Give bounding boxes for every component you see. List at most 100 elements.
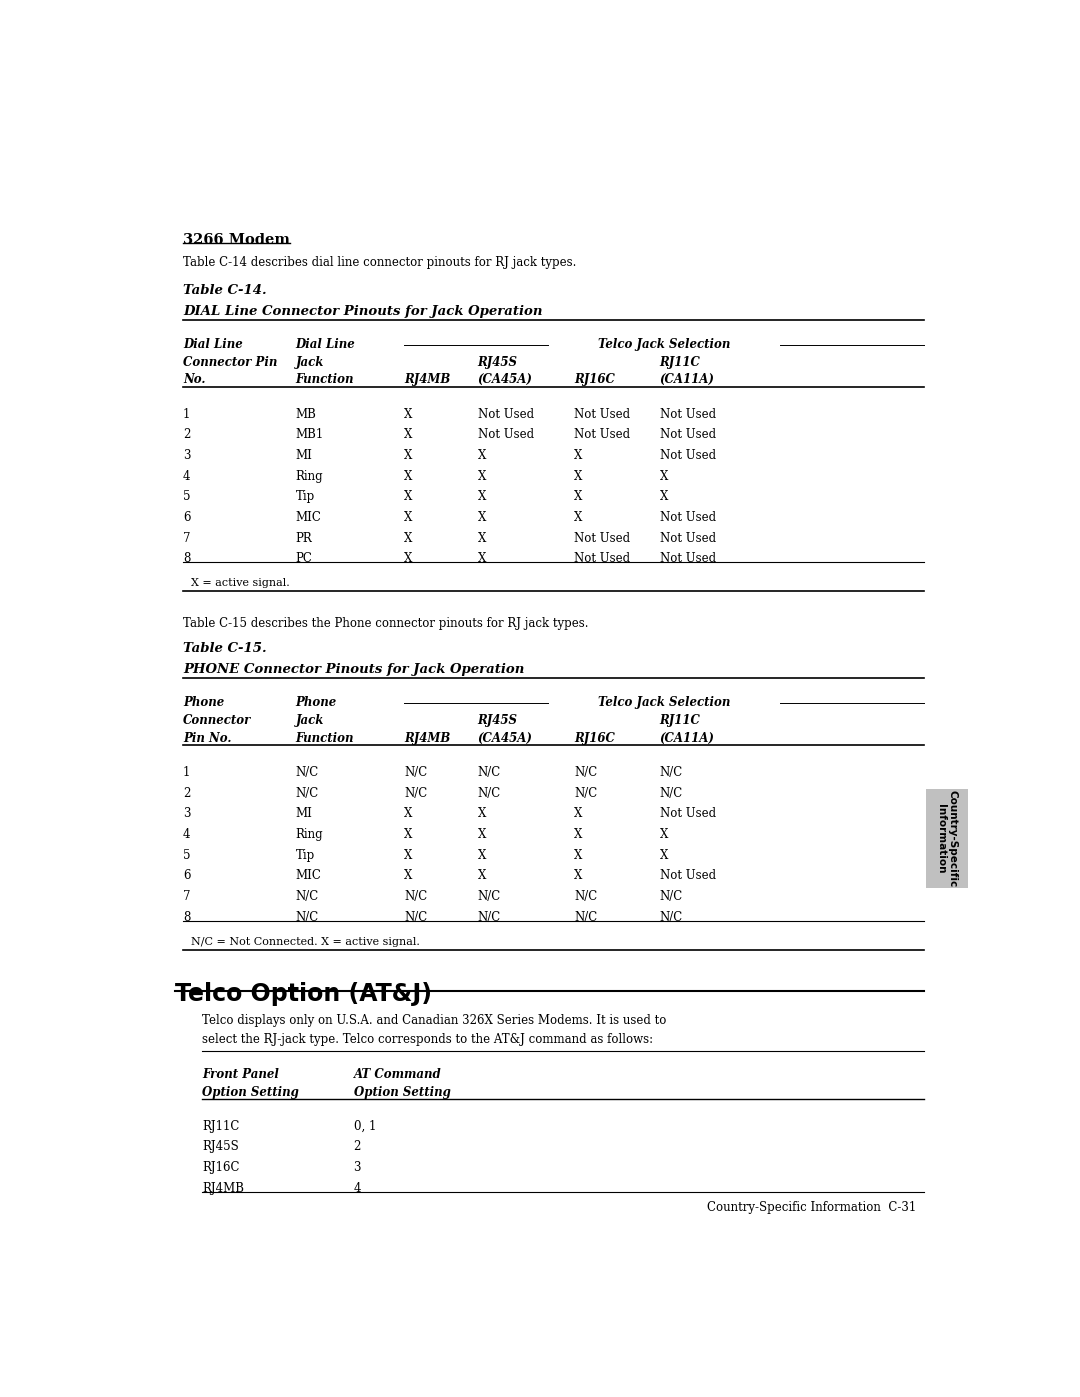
Text: Table C-14.: Table C-14. [183, 284, 267, 298]
Text: X: X [404, 848, 413, 862]
Text: 1: 1 [183, 408, 190, 420]
Text: N/C: N/C [660, 787, 683, 799]
Text: Not Used: Not Used [575, 531, 631, 545]
Text: X: X [575, 828, 583, 841]
Text: X: X [477, 828, 486, 841]
Text: N/C: N/C [660, 911, 683, 923]
Text: DIAL Line Connector Pinouts for Jack Operation: DIAL Line Connector Pinouts for Jack Ope… [183, 305, 542, 317]
Text: Not Used: Not Used [477, 429, 534, 441]
Text: X: X [660, 469, 669, 482]
Text: RJ16C: RJ16C [575, 732, 616, 745]
Text: Not Used: Not Used [660, 448, 716, 462]
Text: RJ16C: RJ16C [575, 373, 616, 386]
Text: X: X [477, 531, 486, 545]
Text: X: X [404, 511, 413, 524]
Text: N/C: N/C [575, 766, 597, 780]
Text: X: X [477, 490, 486, 503]
Text: N/C: N/C [575, 890, 597, 902]
Text: X: X [477, 469, 486, 482]
Text: PC: PC [296, 552, 312, 566]
Text: Ring: Ring [296, 469, 323, 482]
Text: N/C: N/C [404, 766, 428, 780]
Text: X: X [404, 429, 413, 441]
Bar [926, 789, 968, 887]
Text: X: X [575, 848, 583, 862]
Text: N/C = Not Connected. X = active signal.: N/C = Not Connected. X = active signal. [191, 937, 420, 947]
Text: Function: Function [296, 732, 354, 745]
Text: N/C: N/C [404, 787, 428, 799]
Text: 3: 3 [353, 1161, 361, 1173]
Text: X: X [404, 531, 413, 545]
Text: Dial Line: Dial Line [296, 338, 355, 351]
Text: X: X [404, 490, 413, 503]
Text: (CA45A): (CA45A) [477, 373, 532, 386]
Text: RJ11C: RJ11C [660, 714, 701, 726]
Text: Not Used: Not Used [660, 552, 716, 566]
Text: Jack: Jack [296, 714, 324, 726]
Text: X: X [477, 552, 486, 566]
Text: Not Used: Not Used [660, 531, 716, 545]
Text: Not Used: Not Used [660, 429, 716, 441]
Text: Jack: Jack [296, 355, 324, 369]
Text: 3266 Modem: 3266 Modem [183, 233, 289, 247]
Text: X: X [477, 807, 486, 820]
Text: Function: Function [296, 373, 354, 386]
Text: (CA45A): (CA45A) [477, 732, 532, 745]
Text: 8: 8 [183, 552, 190, 566]
Text: Phone: Phone [183, 696, 225, 710]
Text: N/C: N/C [477, 890, 501, 902]
Text: N/C: N/C [296, 890, 319, 902]
Text: Not Used: Not Used [660, 807, 716, 820]
Text: RJ11C: RJ11C [202, 1120, 240, 1133]
Text: X: X [660, 490, 669, 503]
Text: X: X [575, 469, 583, 482]
Text: X: X [575, 807, 583, 820]
Text: RJ4MB: RJ4MB [202, 1182, 244, 1194]
Text: MB1: MB1 [296, 429, 324, 441]
Text: X: X [477, 448, 486, 462]
Text: select the RJ-jack type. Telco corresponds to the AT&J command as follows:: select the RJ-jack type. Telco correspon… [202, 1032, 653, 1046]
Text: X = active signal.: X = active signal. [191, 578, 289, 588]
Text: PHONE Connector Pinouts for Jack Operation: PHONE Connector Pinouts for Jack Operati… [183, 664, 525, 676]
Text: X: X [660, 828, 669, 841]
Text: Connector: Connector [183, 714, 252, 726]
Text: N/C: N/C [296, 766, 319, 780]
Text: Country-Specific
Information: Country-Specific Information [936, 789, 958, 887]
Text: Not Used: Not Used [575, 429, 631, 441]
Text: X: X [404, 552, 413, 566]
Text: N/C: N/C [477, 787, 501, 799]
Text: X: X [575, 869, 583, 883]
Text: 7: 7 [183, 531, 190, 545]
Text: Not Used: Not Used [660, 408, 716, 420]
Text: 6: 6 [183, 511, 190, 524]
Text: 6: 6 [183, 869, 190, 883]
Text: RJ4MB: RJ4MB [404, 373, 450, 386]
Text: X: X [404, 408, 413, 420]
Text: Not Used: Not Used [575, 552, 631, 566]
Text: 5: 5 [183, 848, 190, 862]
Text: 8: 8 [183, 911, 190, 923]
Text: Table C-14 describes dial line connector pinouts for RJ jack types.: Table C-14 describes dial line connector… [183, 256, 577, 270]
Text: Front Panel: Front Panel [202, 1069, 280, 1081]
Text: RJ16C: RJ16C [202, 1161, 240, 1173]
Text: Pin No.: Pin No. [183, 732, 231, 745]
Text: N/C: N/C [477, 911, 501, 923]
Text: Ring: Ring [296, 828, 323, 841]
Text: Telco Option (AT&J): Telco Option (AT&J) [175, 982, 432, 1006]
Text: Connector Pin: Connector Pin [183, 355, 278, 369]
Text: Option Setting: Option Setting [202, 1085, 299, 1099]
Text: Not Used: Not Used [660, 869, 716, 883]
Text: (CA11A): (CA11A) [660, 732, 715, 745]
Text: 4: 4 [353, 1182, 361, 1194]
Text: N/C: N/C [575, 911, 597, 923]
Text: Table C-15 describes the Phone connector pinouts for RJ jack types.: Table C-15 describes the Phone connector… [183, 617, 589, 630]
Text: RJ45S: RJ45S [202, 1140, 239, 1154]
Text: MIC: MIC [296, 869, 322, 883]
Text: X: X [575, 511, 583, 524]
Text: N/C: N/C [404, 911, 428, 923]
Text: (CA11A): (CA11A) [660, 373, 715, 386]
Text: N/C: N/C [296, 911, 319, 923]
Text: Not Used: Not Used [477, 408, 534, 420]
Text: PR: PR [296, 531, 312, 545]
Text: RJ11C: RJ11C [660, 355, 701, 369]
